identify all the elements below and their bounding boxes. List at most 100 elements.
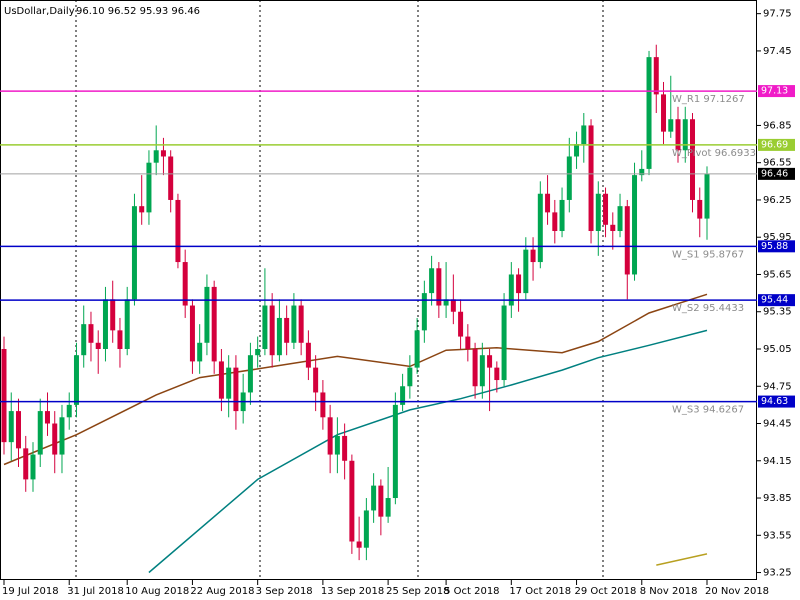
candle-body xyxy=(639,168,645,176)
candle-body xyxy=(153,150,159,163)
candle-body xyxy=(8,411,14,443)
candle-body xyxy=(632,175,638,275)
y-tick-label: 95.95 xyxy=(763,232,792,243)
candle-body xyxy=(1,348,7,443)
candle-body xyxy=(566,156,572,200)
candle-body xyxy=(508,274,514,306)
candle-body xyxy=(559,199,565,232)
price-box xyxy=(758,395,795,408)
candle-body xyxy=(30,454,36,480)
candle-body xyxy=(595,193,601,232)
candle-body xyxy=(160,150,166,157)
x-tick-label: 10 Aug 2018 xyxy=(125,586,189,597)
candle-body xyxy=(523,249,529,294)
candle-body xyxy=(653,57,659,95)
y-tick-label: 97.45 xyxy=(763,46,792,57)
candle-body xyxy=(675,119,681,151)
candle-body xyxy=(465,336,471,349)
candle-body xyxy=(95,342,101,349)
candle-body xyxy=(661,94,667,132)
y-tick-label: 93.55 xyxy=(763,530,792,541)
candle-body xyxy=(371,485,377,511)
candle-body xyxy=(23,448,29,480)
candle-body xyxy=(81,324,87,356)
y-tick-label: 96.85 xyxy=(763,120,792,131)
x-tick-label: 25 Sep 2018 xyxy=(386,586,449,597)
candle-body xyxy=(421,293,427,331)
y-tick-label: 94.45 xyxy=(763,419,792,430)
candle-body xyxy=(327,417,333,455)
candle-body xyxy=(218,361,224,399)
candle-body xyxy=(276,317,282,356)
candle-body xyxy=(356,541,362,548)
candle-body xyxy=(458,311,464,337)
y-tick-label: 97.75 xyxy=(763,9,792,20)
price-box-label: 95.88 xyxy=(761,241,788,252)
candle-body xyxy=(450,299,456,312)
candle-body xyxy=(617,206,623,232)
candle-body xyxy=(52,423,58,455)
last-price-label: 96.46 xyxy=(761,168,788,179)
candle-body xyxy=(530,249,536,263)
candle-body xyxy=(204,286,210,343)
candle-body xyxy=(378,485,384,517)
candle-body xyxy=(581,125,587,145)
candle-body xyxy=(414,330,420,368)
candle-body xyxy=(436,268,442,306)
candle-body xyxy=(66,404,72,418)
y-tick-label: 95.05 xyxy=(763,344,792,355)
candle-body xyxy=(479,355,485,387)
x-tick-label: 13 Sep 2018 xyxy=(321,586,384,597)
candle-body xyxy=(284,317,290,343)
y-tick-label: 93.25 xyxy=(763,568,792,579)
chart-subtitle: 96.10 96.52 95.93 96.46 xyxy=(76,6,200,17)
candle-body xyxy=(247,355,253,393)
candle-body xyxy=(131,206,137,300)
candle-body xyxy=(262,305,268,349)
y-tick-label: 94.75 xyxy=(763,381,792,392)
x-tick-label: 8 Nov 2018 xyxy=(640,586,698,597)
moving-average xyxy=(656,553,708,566)
candle-body xyxy=(124,299,130,349)
separators xyxy=(75,0,604,580)
candle-body xyxy=(59,417,65,455)
candle-body xyxy=(545,193,551,213)
candle-body xyxy=(588,125,594,232)
candle-body xyxy=(15,411,21,449)
pivot-label: W_S3 94.6267 xyxy=(672,405,744,416)
candle-body xyxy=(168,156,174,200)
y-tick-label: 95.65 xyxy=(763,269,792,280)
candle-body xyxy=(494,367,500,381)
candle-body xyxy=(349,460,355,542)
candle-body xyxy=(392,404,398,499)
candle-body xyxy=(44,411,50,424)
x-tick-label: 19 Jul 2018 xyxy=(2,586,59,597)
plot-frame xyxy=(0,0,757,580)
candle-body xyxy=(226,367,232,399)
y-tick-label: 94.15 xyxy=(763,456,792,467)
candle-body xyxy=(610,224,616,232)
price-box xyxy=(758,85,795,98)
pivot-label: W_S2 95.4433 xyxy=(672,303,744,314)
candle-body xyxy=(624,206,630,275)
candle-body xyxy=(37,411,43,455)
pivot-label: W_S1 95.8767 xyxy=(672,249,744,260)
candle-body xyxy=(682,119,688,151)
price-box-label: 95.44 xyxy=(761,295,788,306)
candle-body xyxy=(472,348,478,387)
candle-body xyxy=(501,305,507,381)
candle-body xyxy=(363,510,369,548)
candle-body xyxy=(233,367,239,412)
candle-body xyxy=(146,162,152,213)
candle-body xyxy=(211,286,217,362)
candle-body xyxy=(291,305,297,343)
candle-body xyxy=(697,199,703,219)
candle-body xyxy=(646,57,652,169)
candle-body xyxy=(552,212,558,232)
candle-body xyxy=(429,268,435,294)
price-box-label: 97.13 xyxy=(761,86,788,97)
candle-body xyxy=(117,330,123,349)
candle-body xyxy=(313,367,319,393)
